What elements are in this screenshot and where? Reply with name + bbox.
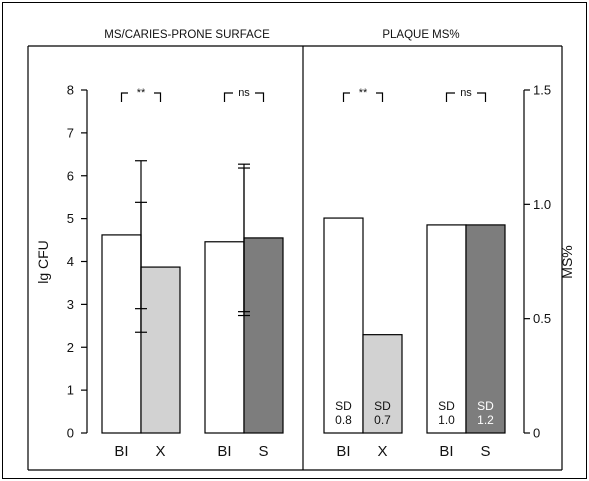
sd-value: 0.8 bbox=[335, 413, 352, 427]
left-significance: ** ns bbox=[120, 87, 265, 102]
sd-value: 1.2 bbox=[477, 413, 494, 427]
right-panel-title: PLAQUE MS% bbox=[382, 29, 459, 41]
left-bar bbox=[101, 234, 142, 434]
left-x-label: BI bbox=[217, 443, 231, 460]
right-bar bbox=[465, 224, 506, 434]
right-x-label: BI bbox=[336, 443, 350, 460]
left-y-tick-label: 4 bbox=[67, 254, 74, 269]
right-bar bbox=[362, 334, 403, 434]
left-y-tick-label: 6 bbox=[67, 168, 74, 183]
left-y-tick-label: 5 bbox=[67, 211, 74, 226]
sd-label: SD bbox=[335, 399, 352, 413]
significance-bracket-right bbox=[376, 92, 384, 102]
significance-bracket-left bbox=[223, 92, 233, 102]
sd-label: SD bbox=[438, 399, 455, 413]
right-x-label: X bbox=[377, 443, 387, 460]
sd-value: 1.0 bbox=[438, 413, 455, 427]
significance-label: ns bbox=[238, 87, 250, 99]
right-y-tick-label: 1.0 bbox=[533, 197, 551, 212]
right-bars bbox=[323, 217, 506, 434]
left-y-tick-label: 8 bbox=[67, 83, 74, 98]
right-significance: ** ns bbox=[342, 87, 487, 102]
left-x-label: S bbox=[258, 443, 268, 460]
left-y-ticks: 0 1 2 3 4 5 6 7 8 bbox=[67, 83, 87, 441]
left-x-labels: BI X BI S bbox=[114, 443, 268, 460]
sd-label: SD bbox=[374, 399, 391, 413]
left-y-tick-label: 7 bbox=[67, 125, 74, 140]
left-y-tick-label: 2 bbox=[67, 340, 74, 355]
right-y-tick-label: 0.5 bbox=[533, 311, 551, 326]
left-x-label: BI bbox=[114, 443, 128, 460]
left-error-bars bbox=[135, 160, 250, 333]
left-bar bbox=[243, 237, 284, 434]
significance-bracket-right bbox=[255, 92, 265, 102]
left-bar bbox=[204, 241, 245, 434]
left-y-tick-label: 3 bbox=[67, 297, 74, 312]
left-y-tick-label: 0 bbox=[67, 426, 74, 441]
right-y-axis-label: MS% bbox=[559, 245, 575, 278]
right-x-label: BI bbox=[439, 443, 453, 460]
significance-label: ** bbox=[137, 87, 146, 99]
significance-label: ** bbox=[359, 87, 368, 99]
left-y-axis-label: lg CFU bbox=[35, 240, 51, 284]
left-y-tick-label: 1 bbox=[67, 383, 74, 398]
left-bars bbox=[101, 234, 284, 434]
left-panel-title: MS/CARIES-PRONE SURFACE bbox=[104, 29, 270, 41]
significance-bracket-left bbox=[445, 92, 455, 102]
right-y-tick-label: 0 bbox=[533, 426, 540, 441]
right-bar bbox=[323, 217, 364, 434]
left-bar bbox=[140, 266, 181, 434]
right-x-label: S bbox=[480, 443, 490, 460]
significance-bracket-right bbox=[477, 92, 487, 102]
significance-bracket-left bbox=[120, 92, 128, 102]
sd-label: SD bbox=[477, 399, 494, 413]
significance-bracket-right bbox=[154, 92, 162, 102]
right-x-labels: BI X BI S bbox=[336, 443, 490, 460]
right-y-ticks: 0 0.5 1.0 1.5 bbox=[524, 83, 551, 441]
left-x-label: X bbox=[155, 443, 165, 460]
right-y-tick-label: 1.5 bbox=[533, 83, 551, 98]
significance-bracket-left bbox=[342, 92, 350, 102]
significance-label: ns bbox=[460, 87, 472, 99]
sd-value: 0.7 bbox=[374, 413, 391, 427]
